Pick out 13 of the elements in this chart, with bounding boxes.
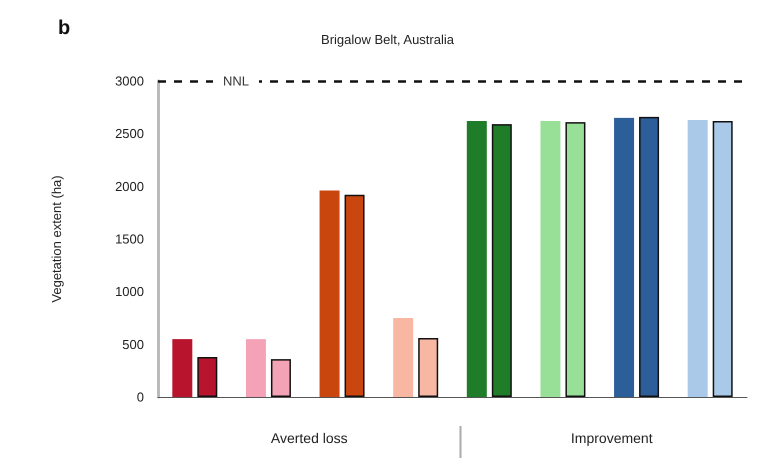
y-tick-label: 0	[136, 390, 144, 404]
text: Improvement	[570, 430, 653, 446]
text: b	[58, 17, 70, 39]
ref-line-label: NNL	[223, 74, 250, 88]
y-axis-title: Vegetation extent (ha)	[49, 175, 64, 303]
y-tick-label: 1500	[115, 232, 144, 246]
y-tick-label: 500	[122, 336, 144, 352]
y-tick-label: 1000	[115, 284, 144, 300]
y-tick-label: 3000	[115, 74, 144, 88]
y-tick-label: 2000	[115, 178, 144, 194]
chart-title: Brigalow Belt, Australia	[321, 32, 455, 47]
text: Averted loss	[270, 430, 348, 446]
y-tick-label: 2500	[115, 126, 144, 142]
